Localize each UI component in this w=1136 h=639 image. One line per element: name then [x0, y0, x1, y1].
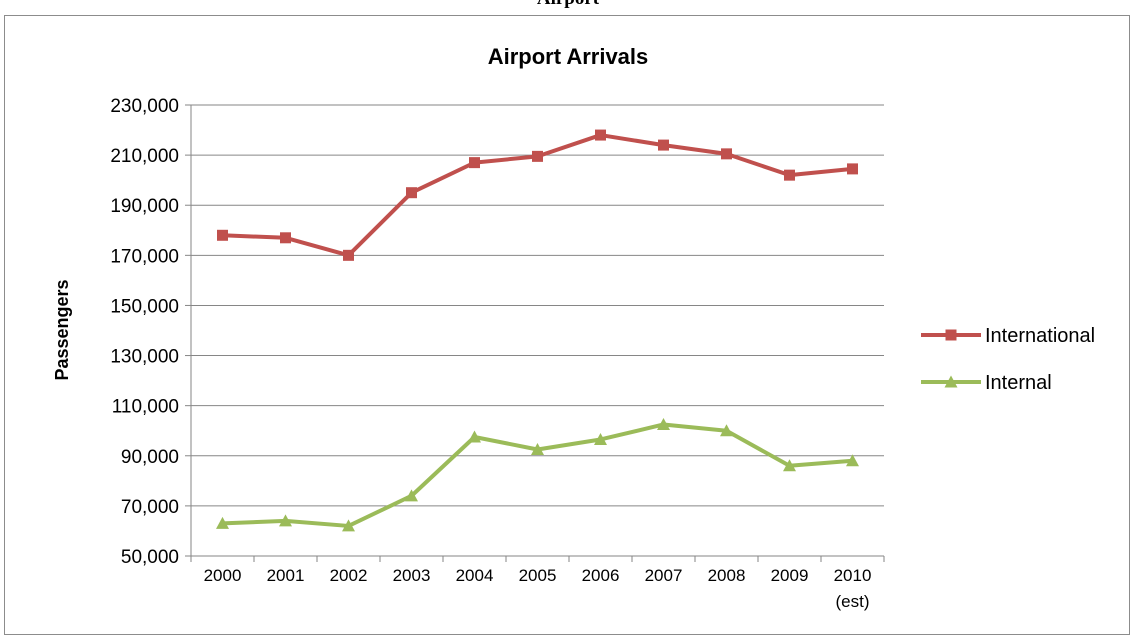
data-point [846, 454, 859, 467]
data-point [468, 430, 481, 443]
y-tick-label: 90,000 [121, 447, 179, 468]
data-point [280, 232, 291, 244]
chart-title: Airport Arrivals [488, 44, 649, 69]
x-tick-label: 2007 [645, 566, 683, 585]
data-point [405, 489, 418, 502]
gridlines [191, 104, 884, 507]
legend-marker [944, 375, 958, 388]
data-point [595, 129, 606, 141]
x-tick-label: 2004 [456, 566, 494, 585]
y-tick-label: 50,000 [121, 547, 179, 568]
data-point [847, 163, 858, 175]
x-tick-label: (est) [836, 592, 870, 611]
data-point [279, 514, 292, 527]
data-point [343, 249, 354, 261]
data-point [217, 229, 228, 241]
data-point [469, 157, 480, 169]
x-tick-label: 2000 [204, 566, 242, 585]
data-point [342, 519, 355, 532]
series-lines [216, 129, 859, 532]
y-tick-label: 210,000 [110, 146, 179, 167]
axes [185, 104, 885, 562]
data-point [406, 187, 417, 199]
x-tick-label: 2005 [519, 566, 557, 585]
x-tick-labels: 2000 2001 2002 2003 2004 2005 2006 2007 2008 2009… [204, 566, 872, 611]
data-point [721, 148, 732, 160]
data-point [216, 516, 229, 529]
x-tick-label: 2010 [834, 566, 872, 585]
y-tick-label: 170,000 [110, 246, 179, 267]
y-tick-label: 230,000 [110, 96, 179, 117]
page-caption: Airport [0, 0, 1136, 10]
data-point [784, 169, 795, 181]
data-point [783, 459, 796, 472]
legend-label: Internal [985, 372, 1052, 394]
x-tick-label: 2001 [267, 566, 305, 585]
data-point [657, 417, 670, 430]
data-point [720, 424, 733, 437]
legend-label: International [985, 325, 1095, 347]
legend-marker [945, 329, 957, 341]
x-tick-label: 2009 [771, 566, 809, 585]
x-tick-label: 2002 [330, 566, 368, 585]
y-axis-title: Passengers [52, 279, 72, 380]
y-tick-label: 130,000 [110, 347, 179, 368]
y-tick-label: 110,000 [112, 397, 179, 418]
series-line [222, 422, 853, 528]
y-tick-label: 150,000 [110, 296, 179, 317]
data-point [658, 139, 669, 151]
x-tick-label: 2008 [708, 566, 746, 585]
chart-frame [4, 15, 1130, 635]
y-tick-label: 70,000 [121, 497, 179, 518]
data-point [531, 443, 544, 456]
x-tick-label: 2006 [582, 566, 620, 585]
y-tick-labels: 50,000 70,000 90,000 110,000 130,000 150,000 1… [110, 96, 179, 568]
data-point [594, 432, 607, 445]
legend: International Internal [921, 325, 1095, 394]
x-tick-label: 2003 [393, 566, 431, 585]
y-tick-label: 190,000 [110, 196, 179, 217]
data-point [532, 150, 543, 162]
